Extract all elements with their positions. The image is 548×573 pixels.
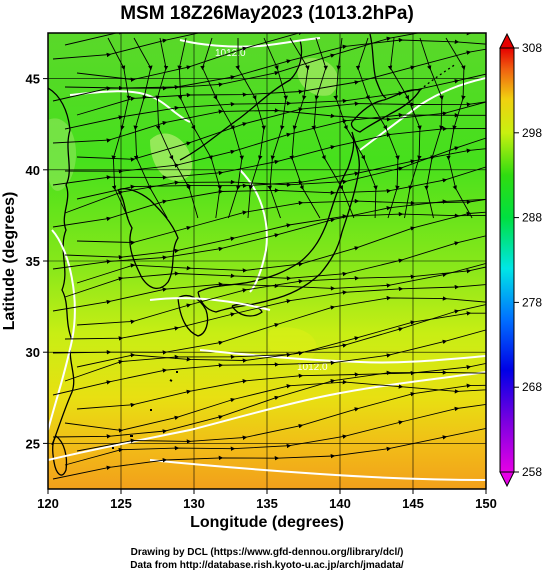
y-tick-label: 40: [26, 163, 40, 178]
y-tick-label: 25: [26, 436, 40, 451]
y-axis: 25 30 35 40 45: [26, 72, 48, 451]
streamline: [289, 37, 321, 219]
x-tick-label: 140: [329, 496, 351, 511]
credit-drawing: Drawing by DCL (https://www.gfd-dennou.o…: [131, 547, 404, 558]
y-tick-label: 45: [26, 72, 40, 87]
streamline: [107, 37, 132, 219]
x-tick-label: 125: [110, 496, 132, 511]
x-tick-label: 145: [402, 496, 424, 511]
streamline: [235, 37, 266, 219]
x-axis-label: Longitude (degrees): [190, 514, 344, 531]
isobar: [48, 229, 76, 431]
plot-area: 1012.0 1012.0: [47, 32, 487, 490]
colorbar-tick-label: 308: [522, 41, 542, 55]
coast-taiwan: [52, 435, 68, 476]
x-tick-label: 130: [183, 496, 205, 511]
y-tick-label: 35: [26, 254, 40, 269]
x-axis: 120 125 130 135 140 145 150: [37, 489, 497, 511]
credit-data: Data from http://database.rish.kyoto-u.a…: [130, 560, 404, 571]
streamline: [263, 37, 288, 219]
colorbar-tick-label: 298: [522, 126, 542, 140]
y-axis-label: Latitude (degrees): [1, 192, 18, 331]
x-tick-label: 135: [256, 496, 278, 511]
streamline: [387, 37, 422, 219]
map-title: MSM 18Z26May2023 (1013.2hPa): [120, 3, 414, 24]
x-tick-label: 120: [37, 496, 59, 511]
y-tick-label: 30: [26, 345, 40, 360]
colorbar-tick-label: 258: [522, 465, 542, 479]
colorbar: 308 298 288 278 268 258: [499, 32, 542, 488]
colorbar-tick-label: 288: [522, 211, 542, 225]
coast-china: [48, 87, 75, 446]
colorbar-ticks: 308 298 288 278 268 258: [514, 41, 542, 479]
streamline: [52, 33, 448, 60]
streamline: [133, 37, 168, 219]
colorbar-tick-label: 278: [522, 295, 542, 309]
streamlines: [52, 33, 486, 480]
streamline: [419, 37, 444, 219]
colorbar-body: [499, 47, 515, 473]
colorbar-top-arrow: [499, 32, 515, 49]
streamline: [445, 37, 473, 219]
x-tick-label: 150: [475, 496, 497, 511]
colorbar-tick-label: 268: [522, 380, 542, 394]
colorbar-bottom-arrow: [499, 471, 515, 488]
